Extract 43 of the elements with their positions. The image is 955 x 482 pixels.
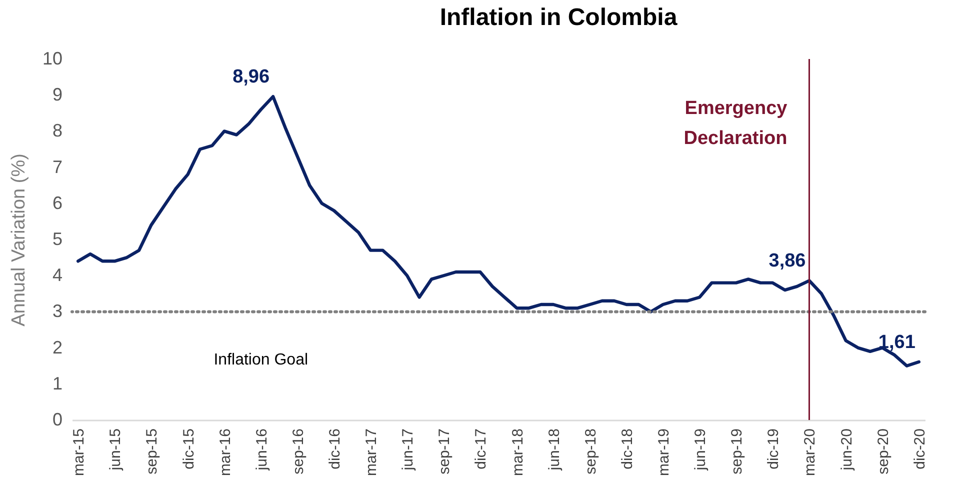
x-tick-label: mar-15	[70, 428, 88, 476]
x-tick-label: sep-18	[582, 428, 600, 474]
y-tick-label: 7	[52, 156, 62, 177]
line-series	[76, 94, 921, 368]
x-tick-label: jun-15	[107, 428, 124, 472]
x-tick-label: sep-16	[290, 428, 307, 474]
x-tick-label: sep-19	[728, 428, 746, 474]
y-tick-label: 2	[52, 337, 62, 358]
y-axis-title: Annual Variation (%)	[8, 154, 30, 326]
y-tick-label: 4	[52, 265, 62, 286]
x-tick-label: dic-17	[472, 428, 490, 470]
x-tick-label: jun-17	[400, 428, 417, 472]
x-tick-label: mar-18	[509, 428, 526, 476]
x-tick-label: mar-17	[363, 428, 380, 476]
x-tick-label: mar-20	[802, 428, 819, 476]
x-tick-label: jun-16	[253, 428, 270, 472]
ref-line-label: Emergency Declaration	[684, 98, 788, 149]
x-tick-label: dic-15	[180, 428, 198, 470]
x-tick-label: sep-17	[436, 428, 454, 474]
x-tick-label: sep-15	[144, 428, 161, 474]
y-tick-label: 10	[42, 48, 62, 68]
data-label: 1,61	[878, 332, 916, 353]
chart-title: Inflation in Colombia	[440, 4, 678, 31]
x-tick-label: sep-20	[874, 428, 892, 474]
y-tick-label: 1	[52, 373, 62, 394]
y-tick-label: 6	[52, 192, 62, 213]
y-tick-label: 8	[52, 120, 62, 141]
y-tick-label: 5	[52, 229, 62, 249]
x-tick-label: jun-20	[838, 428, 856, 472]
y-tick-label: 3	[52, 301, 62, 322]
x-tick-label: jun-19	[692, 428, 710, 472]
y-tick-label: 0	[52, 410, 62, 430]
data-label: 8,96	[232, 66, 270, 88]
x-tick-label: dic-20	[911, 428, 928, 470]
y-tick-label: 9	[52, 84, 62, 105]
x-tick-label: mar-16	[216, 428, 234, 476]
x-tick-label: dic-16	[326, 428, 344, 470]
x-tick-label: dic-19	[765, 428, 782, 470]
ref-line-label: Inflation Goal	[214, 352, 308, 369]
data-label: 3,86	[768, 250, 806, 272]
x-tick-label: dic-18	[618, 428, 636, 470]
x-tick-label: mar-19	[656, 428, 673, 476]
x-tick-label: jun-18	[546, 428, 563, 472]
